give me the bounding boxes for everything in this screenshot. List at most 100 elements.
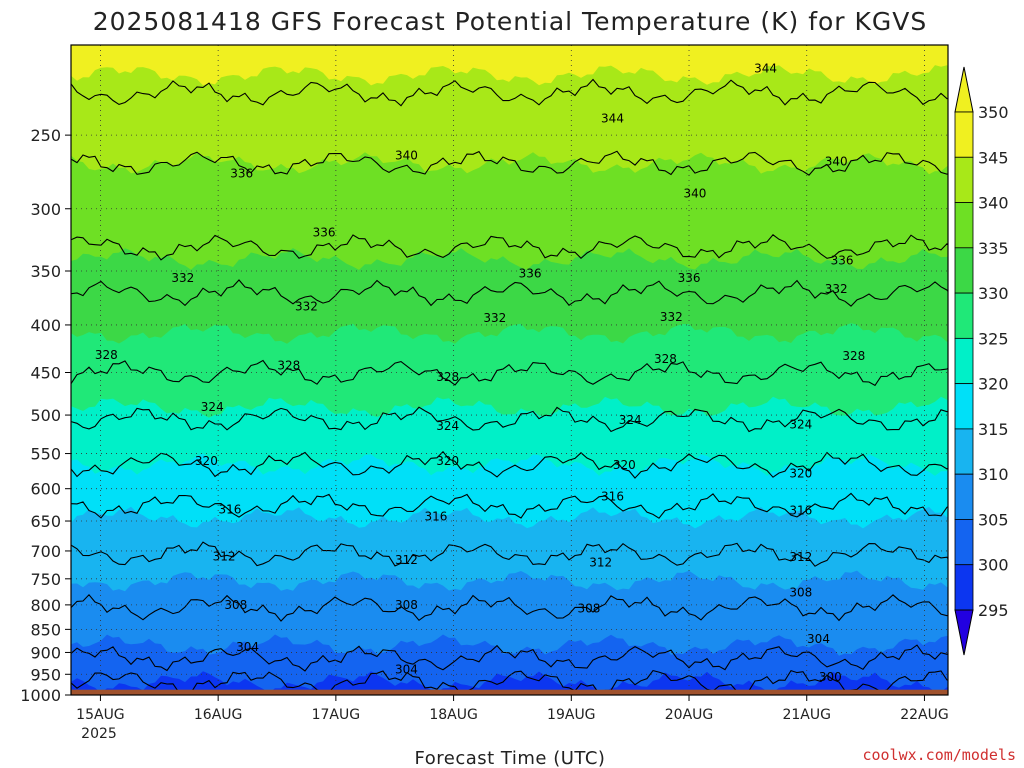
colorbar-box <box>954 292 974 339</box>
credit-text: coolwx.com/models <box>862 746 1016 764</box>
contour-label: 308 <box>395 598 418 612</box>
y-tick-label: 250 <box>30 126 61 145</box>
ground-surface <box>71 689 948 695</box>
contour-label: 340 <box>825 155 848 169</box>
contour-label: 344 <box>754 62 777 76</box>
x-tick-label: 20AUG <box>665 707 714 723</box>
colorbar-box <box>954 111 974 158</box>
contour-label: 336 <box>313 225 336 239</box>
contour-label: 316 <box>218 503 241 517</box>
contour-label: 304 <box>807 632 830 646</box>
contour-label: 312 <box>589 555 612 569</box>
y-tick-label: 900 <box>30 643 61 662</box>
contour-label: 324 <box>789 418 812 432</box>
x-tick-label: 15AUG <box>76 707 125 723</box>
x-axis-label: Forecast Time (UTC) <box>415 748 606 768</box>
contour-label: 336 <box>678 271 701 285</box>
chart-title: 2025081418 GFS Forecast Potential Temper… <box>93 7 928 36</box>
colorbar-box <box>954 383 974 430</box>
contour-label: 312 <box>789 550 812 564</box>
contour-label: 328 <box>95 348 118 362</box>
colorbar-label: 315 <box>978 420 1009 439</box>
contour-label: 316 <box>789 503 812 517</box>
contour-label: 328 <box>654 352 677 366</box>
contour-328 <box>71 359 948 387</box>
contour-label: 320 <box>789 467 812 481</box>
y-tick-label: 500 <box>30 406 61 425</box>
contour-label: 324 <box>619 413 642 427</box>
contour-324 <box>71 406 948 433</box>
contour-label: 332 <box>171 271 194 285</box>
contour-label: 336 <box>230 167 253 181</box>
contour-label: 328 <box>842 349 865 363</box>
contour-label: 324 <box>436 419 459 433</box>
contour-label: 308 <box>789 586 812 600</box>
contour-label: 308 <box>578 601 601 615</box>
contour-label: 304 <box>236 640 259 654</box>
contour-label: 316 <box>424 510 447 524</box>
y-tick-label: 750 <box>30 570 61 589</box>
contour-label: 332 <box>295 299 318 313</box>
colorbar-label: 330 <box>978 284 1009 303</box>
contour-336 <box>71 234 948 261</box>
contour-312 <box>71 541 948 567</box>
y-tick-label: 600 <box>30 480 61 499</box>
band-above-340 <box>71 45 948 175</box>
filled-bands <box>71 45 948 695</box>
colorbar-label: 300 <box>978 556 1009 575</box>
colorbar-box <box>954 519 974 566</box>
colorbar-box <box>954 156 974 203</box>
y-tick-label: 850 <box>30 620 61 639</box>
contour-label: 336 <box>831 253 854 267</box>
x-tick-label: 22AUG <box>900 707 949 723</box>
contour-labels: 344 344 340 336 340 340 336 336 336 336 332 332 332 3… <box>95 62 865 684</box>
contour-label: 312 <box>213 550 236 564</box>
gridlines <box>71 45 948 695</box>
y-tick-label: 650 <box>30 512 61 531</box>
contour-label: 320 <box>613 458 636 472</box>
contour-label: 332 <box>483 311 506 325</box>
colorbar-label: 340 <box>978 194 1009 213</box>
contour-label: 340 <box>395 149 418 163</box>
x-axis: 15AUG 16AUG 17AUG 18AUG 19AUG 20AUG 21AUG 22AUG <box>76 695 949 723</box>
contour-label: 344 <box>601 112 624 126</box>
contour-label: 328 <box>277 358 300 372</box>
colorbar-bottom-arrow <box>954 609 974 656</box>
contour-label: 332 <box>660 310 683 324</box>
colorbar-label: 335 <box>978 239 1009 258</box>
colorbar-box <box>954 428 974 475</box>
colorbar-label: 325 <box>978 329 1009 348</box>
colorbar-box <box>954 202 974 249</box>
y-tick-label: 450 <box>30 364 61 383</box>
plot-frame <box>70 44 949 696</box>
x-tick-label: 18AUG <box>429 707 478 723</box>
contour-label: 340 <box>683 187 706 201</box>
x-tick-label: 17AUG <box>312 707 361 723</box>
contour-label: 320 <box>195 454 218 468</box>
contour-label: 312 <box>395 553 418 567</box>
colorbar-label: 350 <box>978 103 1009 122</box>
y-axis: 250 300 350 400 450 500 550 600 650 700 750 800 850 9… <box>20 126 71 705</box>
contour-332 <box>71 279 948 307</box>
x-tick-label: 16AUG <box>194 707 243 723</box>
contour-label: 320 <box>436 454 459 468</box>
colorbar-label: 295 <box>978 601 1009 620</box>
colorbar-label: 310 <box>978 465 1009 484</box>
colorbar-label: 345 <box>978 148 1009 167</box>
plot-area <box>71 45 948 695</box>
contour-320 <box>71 450 948 479</box>
y-tick-label: 300 <box>30 200 61 219</box>
colorbar-box <box>954 473 974 520</box>
contour-344 <box>71 78 948 107</box>
colorbar-box <box>954 337 974 385</box>
contour-label: 328 <box>436 370 459 384</box>
contour-label: 308 <box>224 598 247 612</box>
x-year-label: 2025 <box>81 726 117 742</box>
x-tick-label: 21AUG <box>782 707 831 723</box>
colorbar-label: 305 <box>978 510 1009 529</box>
y-tick-label: 800 <box>30 596 61 615</box>
contour-label: 336 <box>519 266 542 280</box>
y-tick-label: 700 <box>30 542 61 561</box>
y-tick-label: 1000 <box>20 686 61 705</box>
